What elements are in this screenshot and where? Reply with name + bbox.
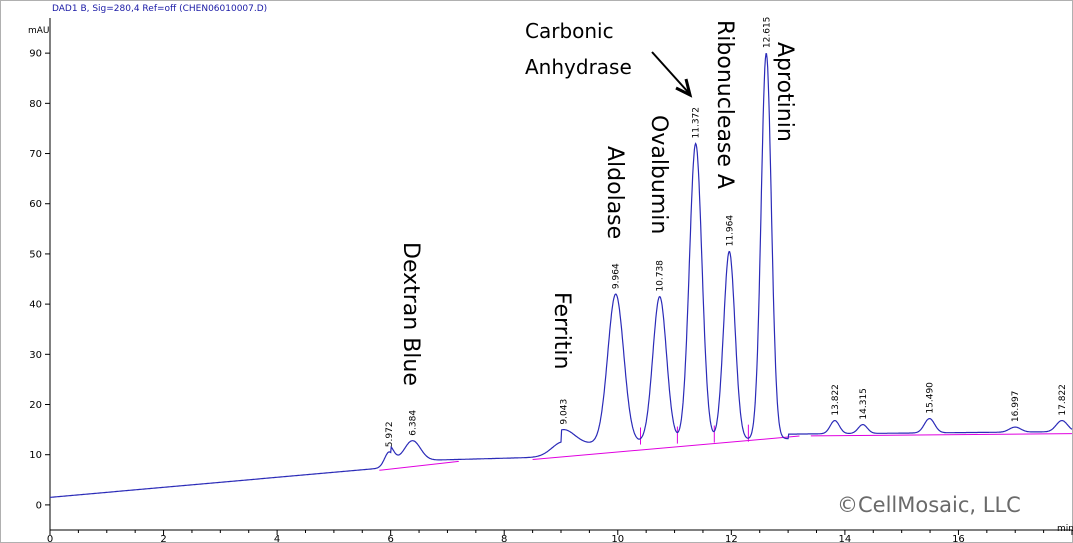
y-tick-label: 30 — [29, 350, 42, 361]
y-tick-label: 10 — [29, 450, 42, 461]
label-ribonuclease-a: Ribonuclease A — [712, 20, 737, 189]
callout-arrowhead-icon — [675, 78, 693, 98]
x-tick-label: 0 — [47, 534, 53, 543]
x-tick-label: 6 — [387, 534, 393, 543]
x-tick-label: 8 — [501, 534, 507, 543]
peak-rt-label: 9.964 — [612, 263, 622, 289]
protein-labels: Dextran Blue Ferritin Aldolase Ovalbumin… — [398, 20, 797, 386]
x-tick-label: 16 — [952, 534, 965, 543]
integration-baseline — [532, 435, 800, 460]
peak-rt-label: 16.997 — [1011, 391, 1021, 423]
peak-rt-label: 15.490 — [926, 382, 936, 414]
chromatogram-trace — [49, 53, 1073, 498]
x-tick-label: 12 — [725, 534, 738, 543]
x-tick-label: 2 — [160, 534, 166, 543]
label-carbonic-anhydrase-line1: Carbonic — [525, 19, 614, 43]
peak-rt-label: 11.372 — [692, 107, 702, 139]
signal-header: DAD1 B, Sig=280,4 Ref=off (CHEN06010007.… — [52, 4, 267, 14]
y-tick-label: 40 — [29, 300, 42, 311]
y-tick-label: 50 — [29, 249, 42, 260]
peak-rt-label: 5.972 — [385, 421, 395, 447]
label-aprotinin: Aprotinin — [772, 42, 797, 142]
y-tick-label: 60 — [29, 199, 42, 210]
y-tick-label: 80 — [29, 99, 42, 110]
label-aldolase: Aldolase — [602, 146, 627, 239]
label-dextran-blue: Dextran Blue — [398, 242, 423, 386]
retention-time-labels: 5.972 6.384 9.043 9.964 10.738 11.372 11.964 12… — [385, 17, 1068, 448]
peak-rt-label: 9.043 — [559, 399, 569, 425]
integration-baseline — [379, 460, 459, 471]
peak-rt-label: 17.822 — [1058, 384, 1068, 416]
x-tick-label: 10 — [611, 534, 624, 543]
copyright-notice: ©CellMosaic, LLC — [837, 493, 1021, 517]
peak-rt-label: 14.315 — [859, 388, 869, 420]
peak-rt-label: 6.384 — [409, 410, 419, 436]
carbonic-anhydrase-callout: Carbonic Anhydrase — [525, 19, 693, 98]
y-tick-label: 0 — [36, 500, 42, 511]
peak-rt-label: 10.738 — [656, 260, 666, 292]
label-ovalbumin: Ovalbumin — [646, 115, 671, 234]
trace-line — [49, 53, 1073, 498]
label-ferritin: Ferritin — [549, 292, 574, 369]
y-tick-label: 70 — [29, 149, 42, 160]
integration-baseline — [810, 433, 1073, 437]
x-tick-label: 4 — [274, 534, 280, 543]
x-unit-label: min — [1057, 524, 1073, 534]
label-carbonic-anhydrase-line2: Anhydrase — [525, 55, 632, 79]
peak-baselines — [379, 424, 1073, 471]
peak-rt-label: 11.964 — [725, 215, 735, 247]
callout-arrow-line — [651, 51, 689, 93]
axes: 0 10 20 30 40 50 60 70 80 90 0 2 4 6 8 10 12 14 16 — [29, 18, 1073, 543]
x-tick-label: 14 — [839, 534, 852, 543]
y-unit-label: mAU — [28, 26, 50, 36]
y-tick-label: 90 — [29, 49, 42, 60]
peak-rt-label: 12.615 — [762, 17, 772, 49]
y-tick-label: 20 — [29, 400, 42, 411]
peak-rt-label: 13.822 — [831, 384, 841, 416]
